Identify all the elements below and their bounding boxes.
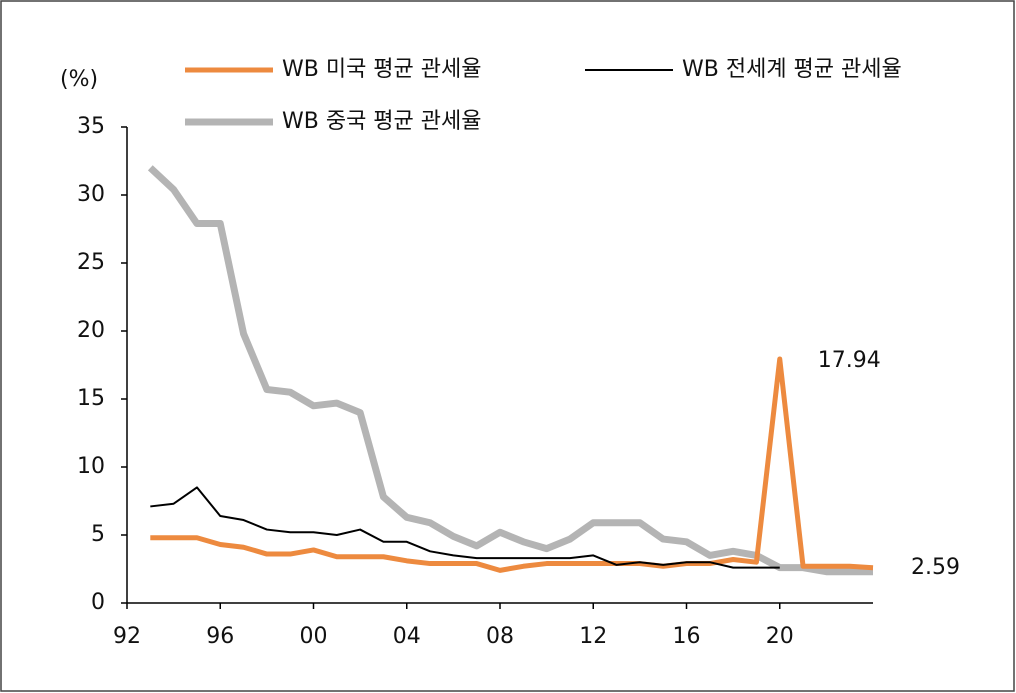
y-tick-label: 5 bbox=[91, 522, 105, 547]
x-tick-label: 16 bbox=[673, 624, 701, 649]
y-tick-label: 25 bbox=[77, 250, 105, 275]
x-tick-label: 08 bbox=[486, 624, 514, 649]
x-tick-label: 96 bbox=[206, 624, 234, 649]
x-tick-label: 20 bbox=[766, 624, 794, 649]
x-tick-label: 00 bbox=[300, 624, 328, 649]
legend-label: WB 전세계 평균 관세율 bbox=[682, 57, 902, 82]
series-line bbox=[150, 356, 874, 573]
y-axis-label: (%) bbox=[60, 67, 98, 92]
series-line bbox=[150, 486, 780, 569]
y-tick-label: 20 bbox=[77, 318, 105, 343]
legend-label: WB 중국 평균 관세율 bbox=[282, 109, 482, 134]
value-label: 17.94 bbox=[818, 348, 881, 373]
x-tick-label: 12 bbox=[579, 624, 607, 649]
y-tick-label: 35 bbox=[77, 114, 105, 139]
y-tick-label: 0 bbox=[91, 590, 105, 615]
legend-label: WB 미국 평균 관세율 bbox=[282, 57, 482, 82]
y-tick-label: 30 bbox=[77, 182, 105, 207]
x-tick-label: 92 bbox=[113, 624, 141, 649]
x-tick-label: 04 bbox=[393, 624, 421, 649]
series-line bbox=[147, 165, 873, 576]
value-label: 2.59 bbox=[911, 555, 960, 580]
y-tick-label: 15 bbox=[77, 386, 105, 411]
y-tick-label: 10 bbox=[77, 454, 105, 479]
